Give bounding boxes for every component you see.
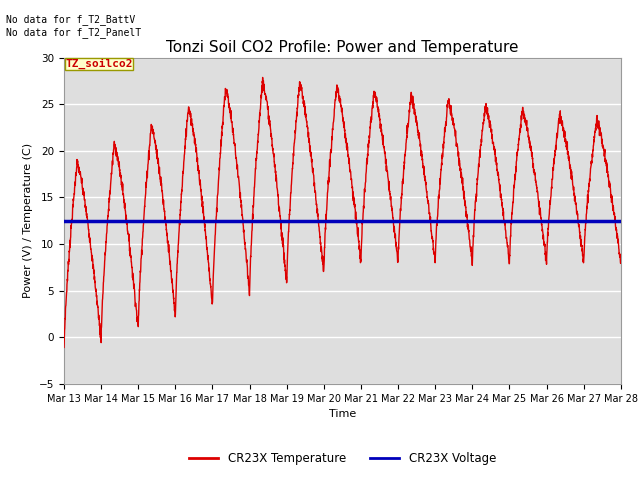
Legend: CR23X Temperature, CR23X Voltage: CR23X Temperature, CR23X Voltage [184,447,500,469]
Text: No data for f_T2_BattV
No data for f_T2_PanelT: No data for f_T2_BattV No data for f_T2_… [6,14,141,38]
Title: Tonzi Soil CO2 Profile: Power and Temperature: Tonzi Soil CO2 Profile: Power and Temper… [166,40,518,55]
X-axis label: Time: Time [329,409,356,419]
Y-axis label: Power (V) / Temperature (C): Power (V) / Temperature (C) [23,143,33,299]
